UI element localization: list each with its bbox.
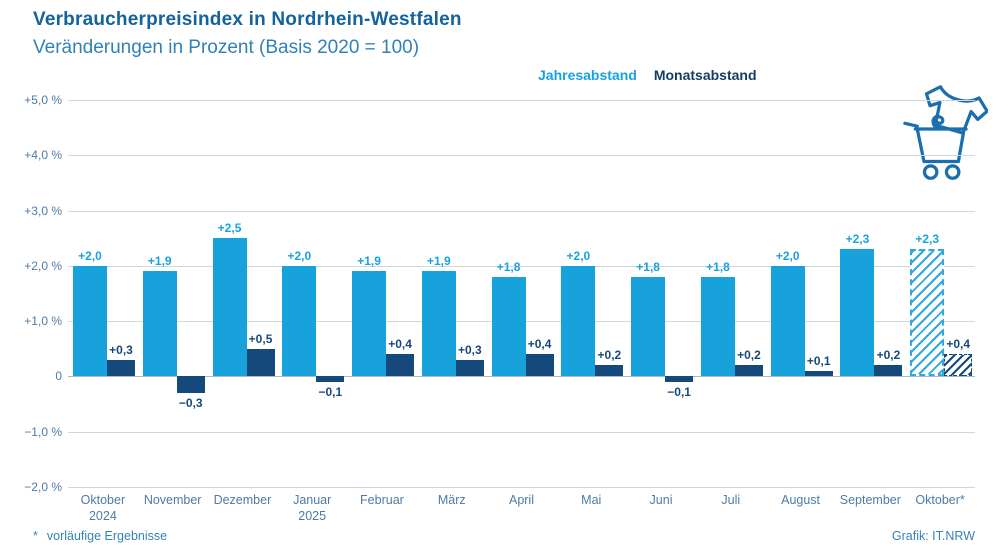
bar-monatsabstand (176, 376, 205, 393)
x-tick-label: Juli (721, 493, 741, 507)
page-title: Verbraucherpreisindex in Nordrhein-Westf… (33, 9, 462, 30)
bar-monatsabstand (246, 348, 275, 377)
plot-area: +2,0 +0,3 +1,9 −0,3 +2,5 +0,5 +2,0 −0,1 +1,9 +0,4… (68, 100, 975, 488)
bar-monatsabstand (944, 354, 973, 377)
x-tick-label: Oktober 2024 (80, 493, 126, 523)
bar-value-label: +0,2 (737, 348, 761, 363)
bar-value-label: +2,3 (845, 232, 870, 247)
bar-value-label: +1,9 (147, 254, 172, 269)
bar-value-label: +0,4 (946, 337, 971, 352)
gridline (68, 487, 975, 488)
legend-item-jahresabstand: Jahresabstand (538, 67, 637, 83)
bar-value-label: +2,0 (566, 248, 591, 263)
bar-monatsabstand (455, 359, 484, 377)
bar-monatsabstand (107, 359, 135, 377)
bar-jahresabstand (491, 276, 526, 377)
bar-value-label: −0,1 (667, 384, 691, 399)
bar-value-label: +1,8 (636, 259, 660, 274)
gridline (68, 265, 975, 267)
y-tick-label: +5,0 % (24, 93, 62, 107)
chart-legend: Jahresabstand Monatsabstand (538, 67, 757, 83)
bar-value-label: +2,0 (78, 248, 102, 263)
bar-value-label: +0,4 (527, 337, 552, 352)
x-tick-label: Januar 2025 (293, 493, 332, 523)
bar-value-label: +0,2 (876, 348, 901, 363)
bar-value-label: +0,4 (388, 337, 412, 352)
y-tick-label: 0 (55, 369, 62, 384)
bar-value-label: +2,5 (217, 221, 242, 236)
bar-value-label: +0,3 (457, 342, 482, 357)
y-tick-label: +1,0 % (24, 314, 62, 329)
bar-jahresabstand (352, 271, 387, 377)
x-tick-label: August (781, 493, 821, 507)
bar-jahresabstand (282, 265, 317, 377)
bar-value-label: −0,3 (178, 396, 203, 410)
bar-value-label: +1,9 (357, 254, 381, 269)
credit-text: Grafik: IT.NRW (891, 529, 975, 543)
x-tick-label: Juni (649, 493, 673, 507)
bar-jahresabstand (840, 249, 875, 377)
y-tick-label: −1,0 % (24, 424, 62, 439)
bar-value-label: +0,3 (109, 342, 133, 357)
bar-jahresabstand (770, 265, 805, 377)
bar-value-label: +0,1 (806, 353, 831, 368)
bar-monatsabstand (386, 354, 415, 377)
bar-value-label: +2,0 (287, 248, 312, 263)
zero-gridline (68, 376, 975, 378)
bar-jahresabstand (561, 265, 596, 377)
x-tick-label: April (508, 493, 534, 507)
bar-value-label: +1,8 (496, 259, 521, 274)
bar-value-label: −0,1 (318, 384, 343, 399)
gridline (68, 100, 975, 101)
bar-jahresabstand (910, 249, 945, 377)
footnote-text: vorläufige Ergebnisse (46, 529, 168, 543)
x-tick-label: März (437, 493, 466, 507)
gridline (68, 155, 975, 157)
x-tick-label: Dezember (213, 493, 272, 507)
bar-jahresabstand (212, 238, 247, 377)
legend-item-monatsabstand: Monatsabstand (653, 67, 757, 83)
bar-value-label: +0,5 (248, 331, 273, 346)
y-tick-label: +3,0 % (24, 203, 62, 218)
x-tick-label: September (839, 493, 901, 507)
gridline (68, 431, 975, 433)
bar-value-label: +2,3 (915, 232, 940, 247)
gridline (68, 210, 975, 212)
footnote-asterisk: * (33, 529, 38, 543)
bar-monatsabstand (804, 370, 833, 377)
bar-monatsabstand (525, 354, 554, 377)
bar-monatsabstand (874, 365, 903, 377)
x-tick-label: Februar (360, 493, 404, 507)
y-tick-label: +2,0 % (24, 258, 62, 273)
bar-monatsabstand (595, 365, 624, 377)
bar-jahresabstand (142, 271, 177, 377)
y-tick-label: −2,0 % (24, 480, 62, 494)
x-tick-label: Mai (581, 493, 602, 507)
bar-monatsabstand (665, 376, 694, 382)
footnote: * vorläufige Ergebnisse (33, 529, 167, 543)
bar-monatsabstand (316, 376, 345, 382)
bar-value-label: +1,9 (426, 254, 451, 269)
page-subtitle: Veränderungen in Prozent (Basis 2020 = 1… (33, 37, 420, 58)
bar-jahresabstand (631, 276, 666, 377)
bar-jahresabstand (700, 276, 735, 377)
bar-jahresabstand (73, 265, 107, 377)
bar-value-label: +0,2 (597, 348, 622, 363)
bar-monatsabstand (734, 365, 763, 377)
shirt-and-shopping-cart-icon (903, 85, 988, 180)
bar-value-label: +2,0 (775, 248, 800, 263)
y-axis-labels: +5,0 % +4,0 % +3,0 % +2,0 % +1,0 % 0 −1,0 % −2,… (0, 93, 62, 494)
bar-value-label: +1,8 (706, 259, 730, 274)
y-tick-label: +4,0 % (24, 148, 62, 163)
bar-jahresabstand (421, 271, 456, 377)
x-tick-label: November (143, 493, 202, 507)
x-tick-label: Oktober* (915, 493, 965, 507)
